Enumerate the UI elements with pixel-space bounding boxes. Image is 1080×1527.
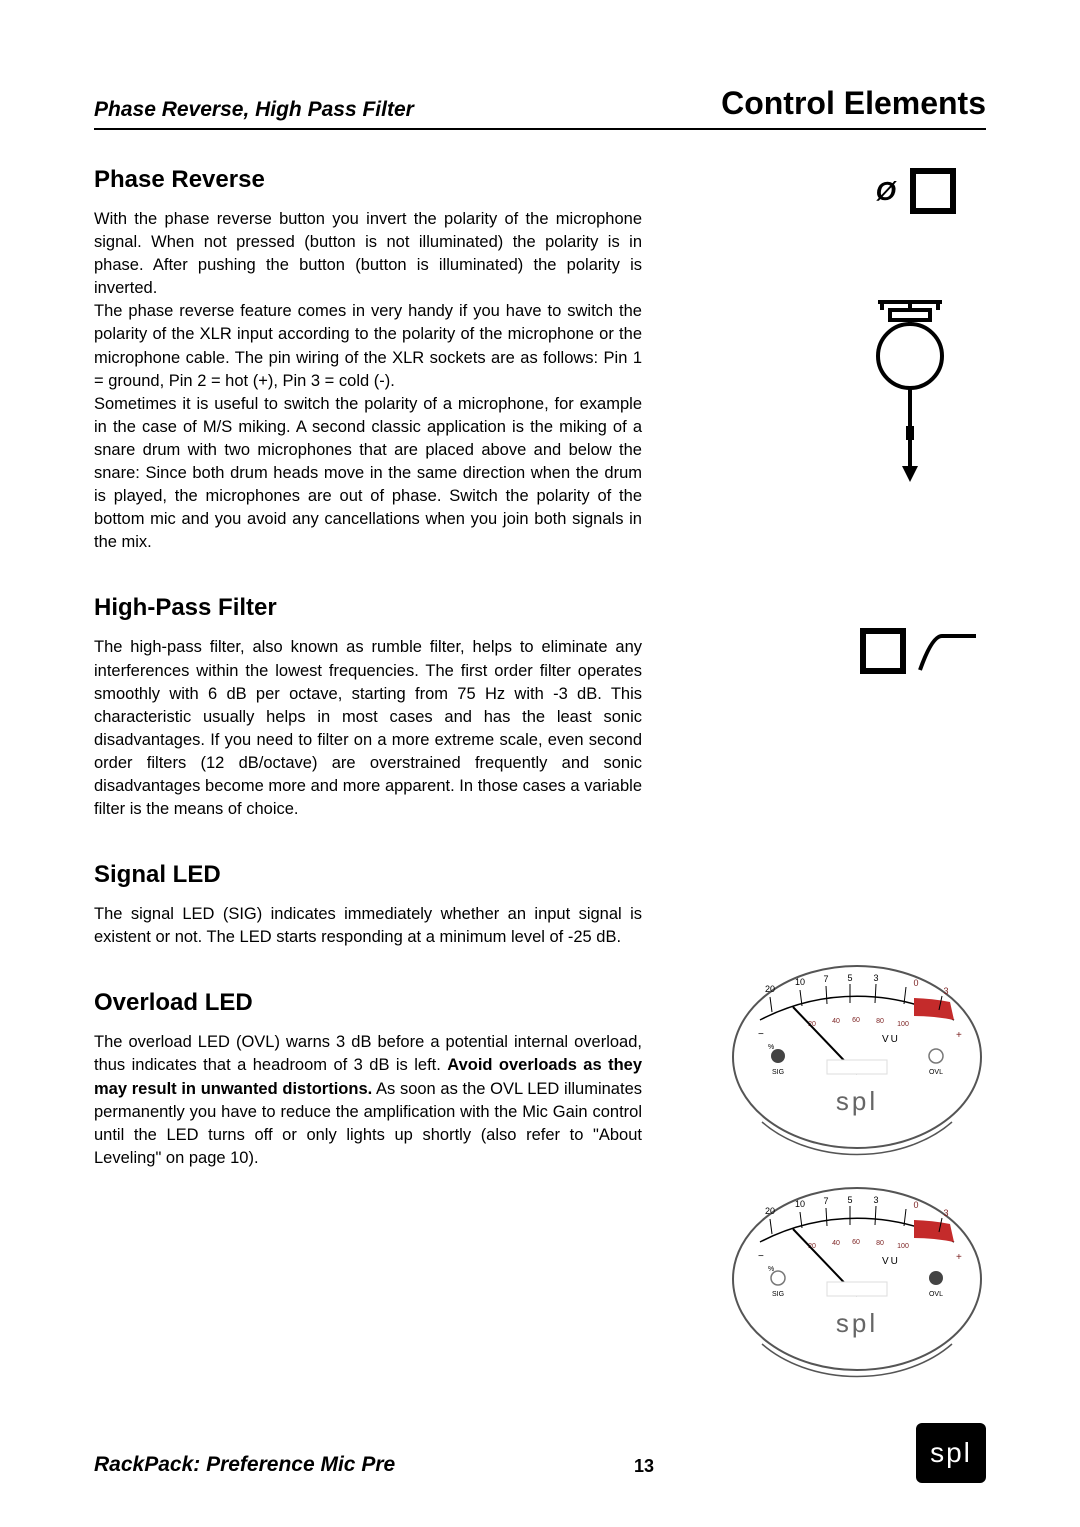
svg-text:7: 7 [823,974,828,984]
svg-text:5: 5 [847,1195,852,1205]
svg-text:−: − [758,1029,764,1040]
svg-text:60: 60 [852,1239,860,1246]
svg-text:20: 20 [765,984,775,994]
header-title: Control Elements [721,85,986,122]
svg-text:7: 7 [823,1196,828,1206]
svg-text:3: 3 [873,973,878,983]
header-breadcrumb: Phase Reverse, High Pass Filter [94,98,414,122]
page-number: 13 [634,1456,654,1477]
svg-text:−: − [758,1251,764,1262]
footer-doc-title: RackPack: Preference Mic Pre [94,1453,986,1477]
svg-text:60: 60 [852,1017,860,1024]
svg-text:3: 3 [873,1195,878,1205]
section-title-ovl: Overload LED [94,989,642,1017]
svg-text:spl: spl [836,1308,878,1338]
svg-text:5: 5 [847,973,852,983]
phi-symbol: Ø [876,176,896,207]
vu-meter-ovl-icon: 20107 53 03 204060 80100 − [728,1184,986,1384]
svg-text:SIG: SIG [772,1291,784,1298]
sig-para-1: The signal LED (SIG) indicates immediate… [94,905,642,946]
svg-text:100: 100 [897,1021,909,1028]
button-box-icon [910,168,956,214]
svg-text:SIG: SIG [772,1069,784,1076]
svg-text:40: 40 [832,1240,840,1247]
svg-text:+: + [956,1030,962,1041]
high-pass-filter-icon [860,628,976,674]
section-title-hpf: High-Pass Filter [94,594,642,622]
section-title-sig: Signal LED [94,861,642,889]
svg-text:OVL: OVL [929,1069,943,1076]
svg-text:80: 80 [876,1018,884,1025]
vu-meter-sig-icon: 20107 53 03 204060 80100 − [728,962,986,1162]
svg-text:+: + [956,1252,962,1263]
svg-text:VU: VU [882,1256,900,1267]
section-title-phase: Phase Reverse [94,166,642,194]
svg-text:3: 3 [943,986,948,996]
phase-para-1: With the phase reverse button you invert… [94,210,642,297]
svg-text:100: 100 [897,1243,909,1250]
svg-text:VU: VU [882,1034,900,1045]
svg-text:40: 40 [832,1018,840,1025]
phase-reverse-icon: Ø [876,168,956,214]
svg-text:10: 10 [795,977,805,987]
svg-text:20: 20 [765,1206,775,1216]
phase-para-2: The phase reverse feature comes in very … [94,302,642,389]
spl-logo-text: spl [930,1437,972,1469]
spl-logo: spl [916,1423,986,1483]
svg-text:3: 3 [943,1208,948,1218]
svg-text:80: 80 [876,1240,884,1247]
svg-text:10: 10 [795,1199,805,1209]
svg-text:0: 0 [913,978,918,988]
xlr-plug-icon [874,296,946,491]
svg-text:spl: spl [836,1086,878,1116]
hp-curve-icon [918,630,976,672]
hpf-para-1: The high-pass filter, also known as rumb… [94,638,642,818]
phase-para-3: Sometimes it is useful to switch the pol… [94,395,642,552]
svg-text:%: % [768,1044,774,1051]
button-box-icon [860,628,906,674]
svg-text:OVL: OVL [929,1291,943,1298]
svg-text:0: 0 [913,1200,918,1210]
